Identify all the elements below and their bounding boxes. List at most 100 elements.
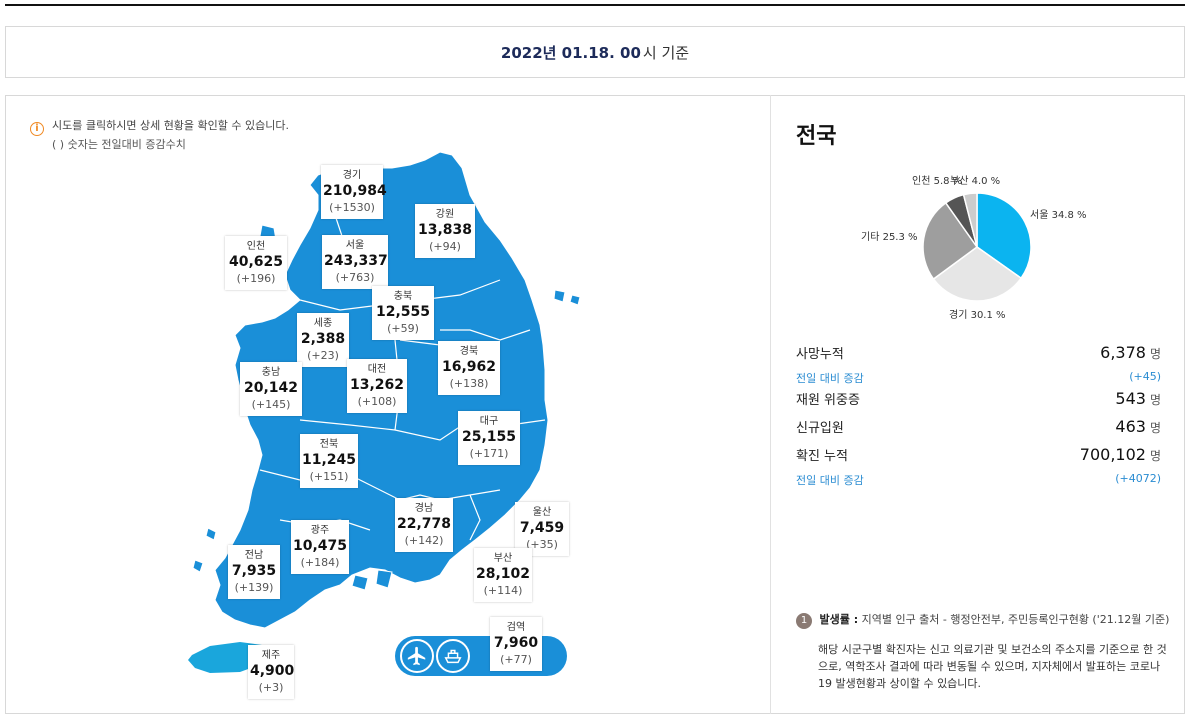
region-gyeonggi[interactable]: 경기 210,984 (+1530) xyxy=(321,165,387,219)
island-south-1 xyxy=(205,527,217,541)
region-name: 부산 xyxy=(493,553,513,564)
pie-slice-busan xyxy=(962,192,978,248)
footnote-body: 해당 시군구별 확진자는 신고 의료기관 및 보건소의 주소지를 기준으로 한 … xyxy=(818,643,1167,690)
footnote-title: 발생률 : xyxy=(819,613,859,626)
pie-label-incheon: 인천 5.8 % xyxy=(912,176,963,187)
admitted-row: 신규입원 463 명 xyxy=(796,417,1161,436)
region-jeonnam[interactable]: 전남 7,935 (+139) xyxy=(228,545,280,599)
region-change: (+171) xyxy=(469,447,509,460)
region-value: 12,555 xyxy=(375,304,431,320)
region-gyeongnam[interactable]: 경남 22,778 (+142) xyxy=(395,498,453,552)
nation-title: 전국 xyxy=(796,124,837,149)
region-name: 검역 xyxy=(506,622,526,633)
airplane-icon xyxy=(400,639,434,673)
region-daegu[interactable]: 대구 25,155 (+171) xyxy=(458,411,520,465)
island-south-3 xyxy=(351,574,369,591)
pie-label-busan: 부산 4.0 % xyxy=(950,176,1001,187)
island-south-2 xyxy=(192,559,204,573)
deaths-label: 사망누적 xyxy=(796,347,844,362)
region-value: 210,984 xyxy=(323,183,387,199)
region-name: 대구 xyxy=(479,416,499,427)
island-south-4 xyxy=(375,569,393,589)
region-change: (+196) xyxy=(236,272,276,285)
pie-slice-seoul xyxy=(976,192,1032,280)
region-change: (+139) xyxy=(234,581,274,594)
region-change: (+23) xyxy=(307,349,339,362)
region-daejeon[interactable]: 대전 13,262 (+108) xyxy=(347,359,407,413)
region-quarantine[interactable]: 검역 7,960 (+77) xyxy=(490,617,542,671)
pie-slice-gyeonggi xyxy=(932,246,1023,302)
critical-label: 재원 위중증 xyxy=(796,393,860,408)
region-jeonbuk[interactable]: 전북 11,245 (+151) xyxy=(300,434,358,488)
region-name: 광주 xyxy=(310,525,330,536)
region-value: 28,102 xyxy=(476,566,531,582)
region-name: 세종 xyxy=(313,318,333,329)
critical-value: 543 xyxy=(1115,389,1146,408)
deaths-delta-label: 전일 대비 증감 xyxy=(796,372,864,385)
island-east-1 xyxy=(553,289,566,303)
region-change: (+114) xyxy=(483,584,523,597)
region-name: 경남 xyxy=(414,503,434,514)
region-ulsan[interactable]: 울산 7,459 (+35) xyxy=(515,502,569,556)
region-gyeongbuk[interactable]: 경북 16,962 (+138) xyxy=(438,341,500,395)
date-bar: 2022년 01.18. 00 시 기준 xyxy=(5,26,1185,78)
region-seoul[interactable]: 서울 243,337 (+763) xyxy=(322,235,388,289)
confirmed-value: 700,102 xyxy=(1079,445,1146,464)
footnote-number: 1 xyxy=(796,613,812,629)
region-change: (+77) xyxy=(500,653,532,666)
region-incheon[interactable]: 인천 40,625 (+196) xyxy=(225,236,287,290)
region-name: 울산 xyxy=(532,507,552,518)
pie-slice-other xyxy=(922,201,979,281)
region-value: 40,625 xyxy=(228,254,284,270)
region-name: 인천 xyxy=(246,241,266,252)
region-change: (+35) xyxy=(526,538,558,551)
pie-label-gyeonggi: 경기 30.1 % xyxy=(949,310,1006,321)
region-change: (+108) xyxy=(357,395,397,408)
admitted-label: 신규입원 xyxy=(796,421,844,436)
confirmed-delta-label: 전일 대비 증감 xyxy=(796,474,864,487)
panel-divider xyxy=(770,95,771,714)
region-chungnam[interactable]: 충남 20,142 (+145) xyxy=(240,362,302,416)
region-chungbuk[interactable]: 충북 12,555 (+59) xyxy=(372,286,434,340)
region-busan[interactable]: 부산 28,102 (+114) xyxy=(474,548,532,602)
region-change: (+138) xyxy=(449,377,489,390)
region-name: 전남 xyxy=(244,550,264,561)
region-value: 20,142 xyxy=(243,380,299,396)
region-sejong[interactable]: 세종 2,388 (+23) xyxy=(297,313,349,367)
critical-row: 재원 위중증 543 명 xyxy=(796,389,1161,408)
deaths-value: 6,378 xyxy=(1100,343,1146,362)
region-value: 13,262 xyxy=(349,377,405,393)
notice-line1: 시도를 클릭하시면 상세 현황을 확인할 수 있습니다. xyxy=(52,119,289,132)
region-change: (+94) xyxy=(429,240,461,253)
footnote: 1 발생률 : 지역별 인구 출처 - 행정안전부, 주민등록인구현황 ('21… xyxy=(796,611,1169,629)
region-name: 충남 xyxy=(261,367,281,378)
deaths-row: 사망누적 6,378 명 xyxy=(796,343,1161,362)
region-value: 16,962 xyxy=(441,359,497,375)
region-value: 7,960 xyxy=(493,635,539,651)
confirmed-delta-row: 전일 대비 증감 (+4072) xyxy=(796,472,1161,488)
region-name: 강원 xyxy=(435,209,455,220)
top-rule xyxy=(5,4,1185,6)
deaths-unit: 명 xyxy=(1149,347,1161,361)
region-change: (+142) xyxy=(404,534,444,547)
confirmed-unit: 명 xyxy=(1149,449,1161,463)
region-gwangju[interactable]: 광주 10,475 (+184) xyxy=(291,520,349,574)
region-name: 경기 xyxy=(342,170,362,181)
region-gangwon[interactable]: 강원 13,838 (+94) xyxy=(415,204,475,258)
region-jeju[interactable]: 제주 4,900 (+3) xyxy=(248,645,294,699)
region-change: (+184) xyxy=(300,556,340,569)
share-pie-chart xyxy=(922,192,1032,302)
region-value: 7,459 xyxy=(519,520,565,536)
footnote-text: 지역별 인구 출처 - 행정안전부, 주민등록인구현황 ('21.12월 기준) xyxy=(861,613,1170,626)
date-suffix: 시 기준 xyxy=(642,43,690,62)
confirmed-row: 확진 누적 700,102 명 xyxy=(796,445,1161,464)
region-change: (+59) xyxy=(387,322,419,335)
region-change: (+763) xyxy=(335,271,375,284)
region-value: 2,388 xyxy=(300,331,346,347)
region-value: 11,245 xyxy=(302,452,357,468)
pie-label-other: 기타 25.3 % xyxy=(861,232,918,243)
region-value: 13,838 xyxy=(417,222,473,238)
notice-line2: ( ) 숫자는 전일대비 증감수치 xyxy=(52,138,186,151)
admitted-value: 463 xyxy=(1115,417,1146,436)
region-name: 대전 xyxy=(367,364,387,375)
